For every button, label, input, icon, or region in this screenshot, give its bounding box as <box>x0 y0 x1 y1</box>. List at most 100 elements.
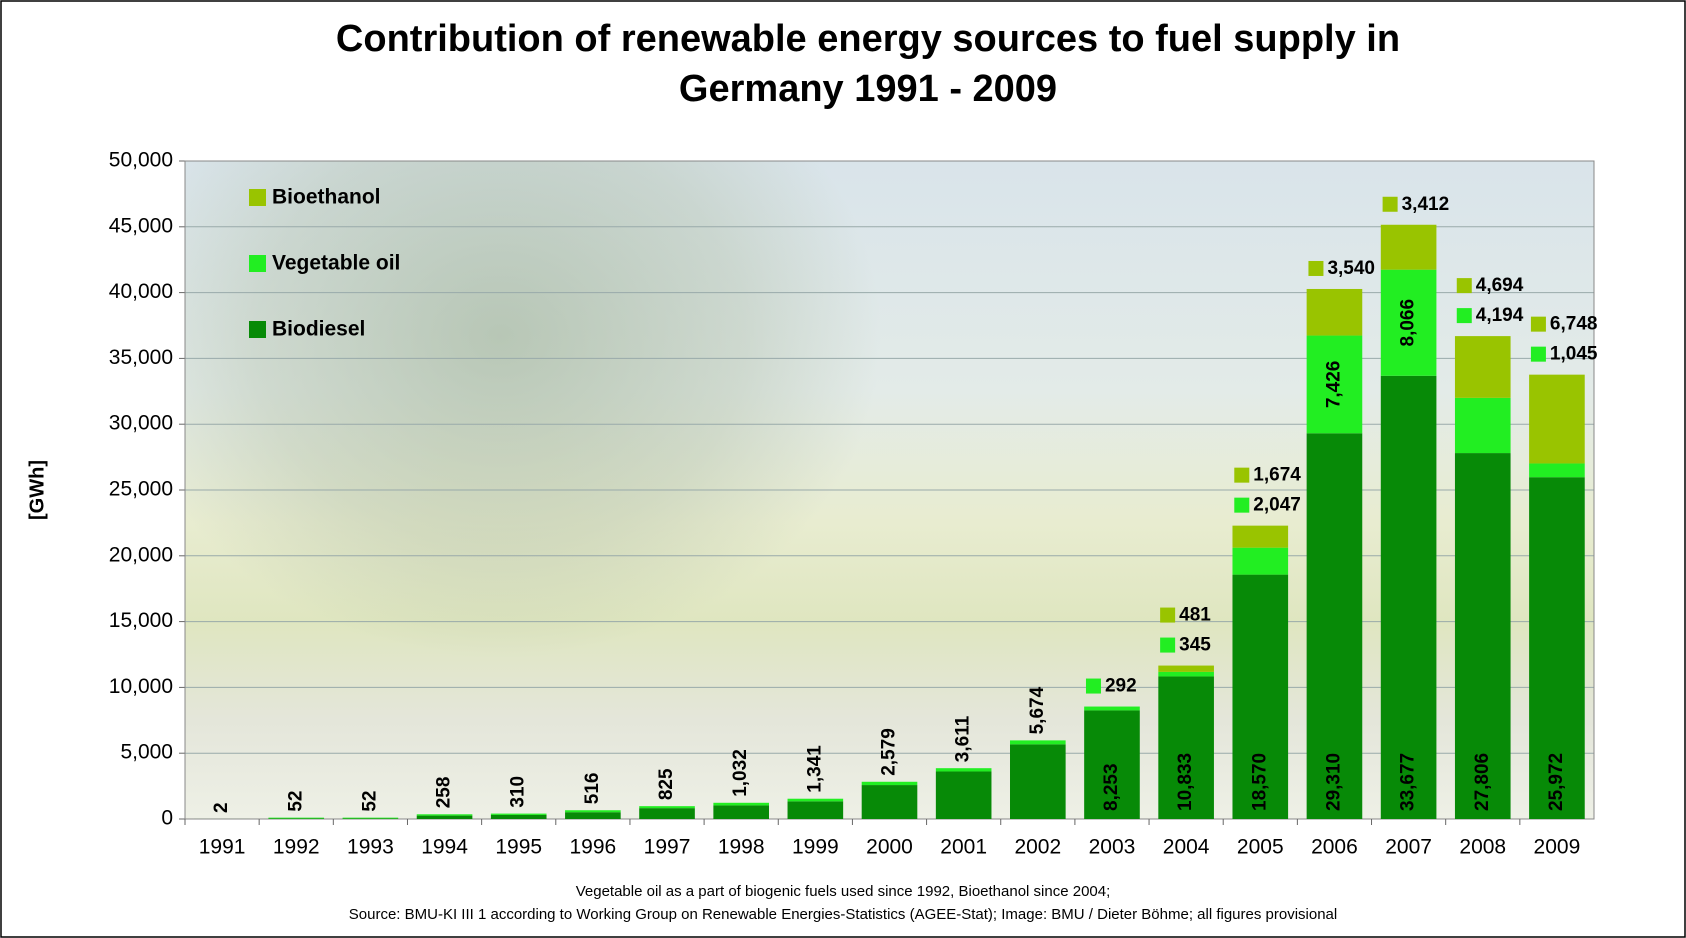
label-swatch <box>1456 278 1472 294</box>
label-swatch <box>1085 678 1101 694</box>
x-tick-label: 1999 <box>792 836 839 859</box>
bar-segment <box>713 802 769 806</box>
bar-segment <box>1232 525 1289 548</box>
bar-segment <box>416 814 473 816</box>
bar-segment <box>1232 574 1289 819</box>
x-tick-label: 2000 <box>866 836 913 859</box>
y-tick-label: 25,000 <box>109 478 173 501</box>
x-tick-label: 2004 <box>1163 836 1210 859</box>
y-tick-label: 20,000 <box>109 543 173 566</box>
x-tick-label: 2008 <box>1459 836 1506 859</box>
bar-segment <box>1010 744 1066 819</box>
value-label: 4,194 <box>1476 305 1524 326</box>
bar-segment <box>268 817 325 819</box>
value-label: 2,047 <box>1253 495 1301 516</box>
bar-segment <box>342 818 399 819</box>
bar-segment <box>935 771 992 819</box>
x-tick-label: 2002 <box>1014 836 1061 859</box>
y-tick-label: 50,000 <box>109 149 173 172</box>
y-tick-label: 40,000 <box>109 280 173 303</box>
label-swatch <box>1382 196 1398 212</box>
value-label: 52 <box>359 791 380 812</box>
value-label: 345 <box>1179 635 1211 656</box>
footnote: Source: BMU-KI III 1 according to Workin… <box>349 906 1337 923</box>
legend-swatch <box>249 321 266 338</box>
x-tick-label: 1994 <box>421 836 468 859</box>
value-label: 292 <box>1105 676 1137 697</box>
legend-label: Vegetable oil <box>272 252 400 275</box>
bar-segment <box>1529 477 1585 819</box>
bar-segment <box>565 812 621 819</box>
value-label: 481 <box>1179 605 1211 626</box>
bar-segment <box>639 808 695 819</box>
value-label: 825 <box>656 768 677 800</box>
label-swatch <box>1308 260 1324 276</box>
bar-segment <box>1232 547 1289 575</box>
bar-segment <box>861 785 918 819</box>
bar-segment <box>1380 224 1437 270</box>
label-swatch <box>1530 346 1546 362</box>
x-tick-label: 2009 <box>1534 836 1581 859</box>
bar-segment <box>490 814 547 819</box>
bar-segment <box>1529 463 1585 478</box>
y-tick-label: 30,000 <box>109 412 173 435</box>
legend-swatch <box>249 189 266 206</box>
bar-segment <box>1306 288 1363 336</box>
label-swatch <box>1530 316 1546 332</box>
value-label: 310 <box>508 776 529 808</box>
value-label: 8,253 <box>1101 763 1122 811</box>
bar-segment <box>1158 671 1214 677</box>
y-tick-label: 10,000 <box>109 675 173 698</box>
value-label: 1,045 <box>1550 344 1598 365</box>
x-tick-label: 2007 <box>1385 836 1432 859</box>
y-tick-label: 5,000 <box>120 741 173 764</box>
x-tick-label: 1996 <box>570 836 617 859</box>
bar-segment <box>1454 453 1511 819</box>
value-label: 3,611 <box>953 715 974 762</box>
value-label: 33,677 <box>1398 753 1419 811</box>
value-label: 6,748 <box>1550 314 1598 335</box>
value-label: 5,674 <box>1027 686 1048 734</box>
y-tick-label: 0 <box>161 807 173 830</box>
bar-segment <box>1380 269 1437 376</box>
value-label: 7,426 <box>1323 361 1344 409</box>
value-label: 25,972 <box>1546 753 1567 811</box>
bar-segment <box>787 798 844 802</box>
value-label: 2 <box>211 802 232 813</box>
bar-segment <box>1084 706 1140 711</box>
value-label: 29,310 <box>1323 753 1344 811</box>
value-label: 27,806 <box>1472 753 1493 811</box>
chart-subtitle: Germany 1991 - 2009 <box>679 68 1057 110</box>
bar-segment <box>490 813 547 815</box>
legend-label: Bioethanol <box>272 186 381 209</box>
bar-segment <box>1084 710 1140 819</box>
bar-segment <box>342 817 399 819</box>
value-label: 18,570 <box>1249 753 1270 811</box>
y-tick-label: 35,000 <box>109 346 173 369</box>
value-label: 258 <box>434 777 455 809</box>
x-tick-label: 1993 <box>347 836 394 859</box>
x-tick-label: 2003 <box>1089 836 1136 859</box>
x-tick-label: 2001 <box>940 836 987 859</box>
value-label: 1,032 <box>730 749 751 797</box>
label-swatch <box>1234 467 1250 483</box>
bar-segment <box>1454 336 1511 398</box>
value-label: 4,694 <box>1476 275 1524 296</box>
bar-segment <box>1454 397 1511 454</box>
bar-segment <box>1529 374 1585 464</box>
value-label: 10,833 <box>1175 753 1196 811</box>
bar-segment <box>1010 740 1066 745</box>
x-tick-label: 2005 <box>1237 836 1284 859</box>
x-tick-label: 1995 <box>495 836 542 859</box>
bar-segment <box>1380 375 1437 819</box>
x-tick-label: 1998 <box>718 836 765 859</box>
value-label: 52 <box>285 791 306 812</box>
chart-title: Contribution of renewable energy sources… <box>336 18 1400 60</box>
bar-segment <box>416 815 473 819</box>
bar-segment <box>787 801 844 819</box>
bar-segment <box>861 781 918 786</box>
x-tick-label: 1997 <box>644 836 691 859</box>
